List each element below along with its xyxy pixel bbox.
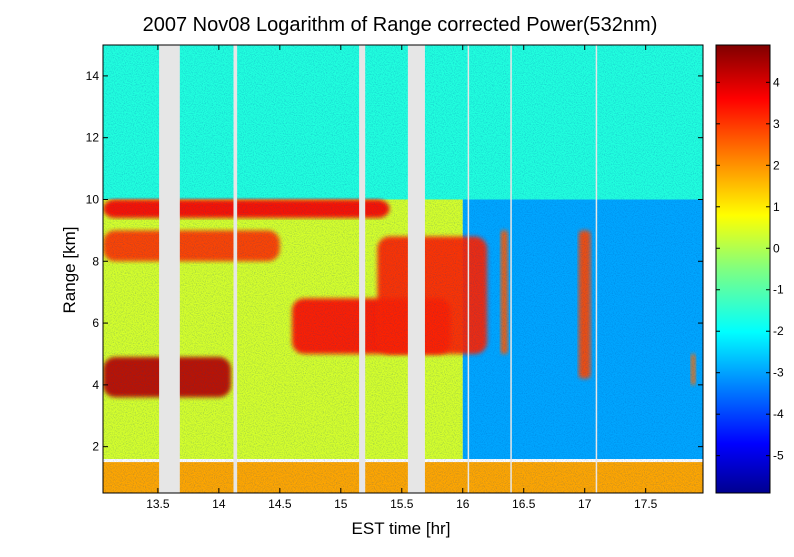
chart-title: 2007 Nov08 Logarithm of Range corrected … (143, 14, 658, 36)
colorbar-tick-label: 3 (773, 117, 780, 131)
y-tick-label: 10 (86, 192, 100, 206)
data-gap (159, 45, 180, 493)
x-tick-label: 16.5 (512, 497, 536, 511)
x-tick-label: 17 (578, 497, 592, 511)
noise-texture (103, 45, 703, 493)
x-tick-label: 17.5 (634, 497, 658, 511)
y-tick-label: 14 (86, 69, 100, 83)
colorbar-tick-label: 1 (773, 200, 780, 214)
x-tick-label: 13.5 (146, 497, 170, 511)
colorbar: 4 3 2 1 0 -1 -2 -3 -4 -5 (716, 45, 784, 493)
colorbar-tick-label: 2 (773, 158, 780, 172)
colorbar-tick-label: -2 (773, 324, 784, 338)
y-tick-label: 6 (92, 316, 99, 330)
x-tick-label: 16 (456, 497, 470, 511)
y-tick-label: 8 (92, 254, 99, 268)
data-gap (233, 45, 237, 493)
x-axis-label: EST time [hr] (352, 519, 451, 538)
data-gap (468, 45, 470, 493)
plot-area (103, 45, 703, 493)
colorbar-tick-label: -1 (773, 283, 784, 297)
y-tick-label: 12 (86, 131, 100, 145)
y-tick-label: 4 (92, 378, 99, 392)
data-gap (408, 45, 425, 493)
x-tick-label: 14 (212, 497, 226, 511)
data-gap (359, 45, 365, 493)
colorbar-gradient (716, 45, 770, 493)
data-gap (510, 45, 512, 493)
x-tick-label: 14.5 (268, 497, 292, 511)
x-tick-label: 15 (334, 497, 348, 511)
data-gap (596, 45, 598, 493)
colorbar-tick-label: -3 (773, 366, 784, 380)
colorbar-tick-label: -4 (773, 407, 784, 421)
x-tick-label: 15.5 (390, 497, 414, 511)
y-tick-label: 2 (92, 440, 99, 454)
colorbar-tick-label: 4 (773, 75, 780, 89)
colorbar-tick-label: -5 (773, 449, 784, 463)
y-axis-label: Range [km] (60, 227, 79, 314)
colorbar-tick-label: 0 (773, 241, 780, 255)
